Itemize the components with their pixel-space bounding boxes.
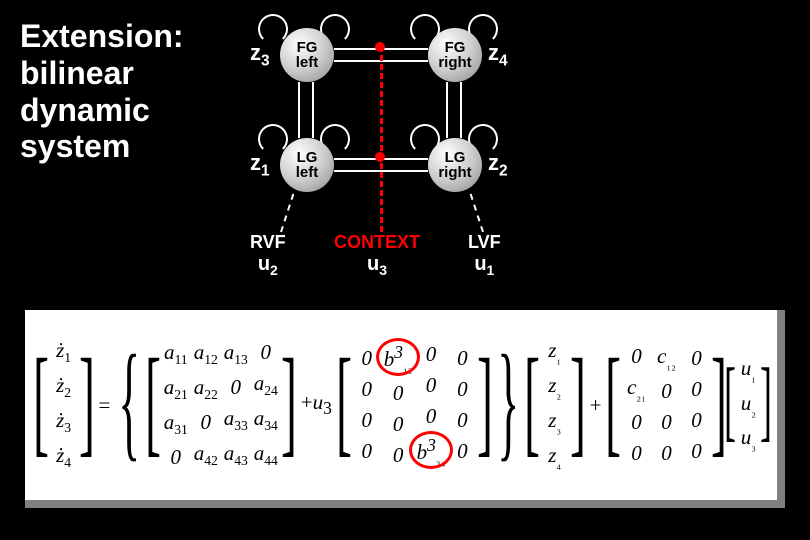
rvf-usub: 2 (270, 262, 278, 278)
node-lg-left: LGleft (280, 138, 334, 192)
z2-var: z (488, 150, 499, 175)
edge-right-v2 (460, 82, 462, 138)
node-fg-left: FGleft (280, 28, 334, 82)
title-l1: Extension: (20, 18, 184, 54)
context-u: u (367, 253, 379, 275)
title-l2: bilinear (20, 55, 134, 91)
equation-inner: [ż1ż2ż3ż4]={[a11a21a310a12a220a42a13… (25, 310, 777, 500)
edge-left-v2 (312, 82, 314, 138)
z3-sub: 3 (261, 52, 270, 69)
context-text: CONTEXT (334, 232, 420, 252)
node-lg-right-label: LGright (438, 150, 471, 180)
red-dot-bottom (375, 152, 385, 162)
context-label: CONTEXT u3 (334, 232, 420, 278)
z1-var: z (250, 150, 261, 175)
z4-var: z (488, 40, 499, 65)
z4-sub: 4 (499, 52, 508, 69)
node-lg-right: LGright (428, 138, 482, 192)
lvf-text: LVF (468, 232, 501, 252)
title-l4: system (20, 128, 130, 164)
z3-label: z3 (250, 40, 270, 70)
edge-right-v (446, 82, 448, 138)
lvf-usub: 1 (487, 262, 495, 278)
z4-label: z4 (488, 40, 508, 70)
rvf-text: RVF (250, 232, 286, 252)
rvf-label: RVF u2 (250, 232, 286, 278)
slide-title: Extension: bilinear dynamic system (20, 18, 184, 165)
network-diagram: FGleft FGright LGleft LGright z3 z4 z1 z… (220, 10, 590, 290)
z2-label: z2 (488, 150, 508, 180)
red-dot-top (375, 42, 385, 52)
context-usub: 3 (379, 262, 387, 278)
lvf-u: u (474, 253, 486, 275)
node-fg-right-label: FGright (438, 40, 471, 70)
z1-sub: 1 (261, 162, 270, 179)
edge-left-v (298, 82, 300, 138)
lvf-label: LVF u1 (468, 232, 501, 278)
lvf-line (470, 194, 484, 233)
title-l3: dynamic (20, 92, 150, 128)
z1-label: z1 (250, 150, 270, 180)
context-line (380, 46, 383, 232)
z3-var: z (250, 40, 261, 65)
node-fg-right: FGright (428, 28, 482, 82)
node-fg-left-label: FGleft (296, 40, 319, 70)
equation: [ż1ż2ż3ż4]={[a11a21a310a12a220a42a13… (35, 340, 768, 469)
rvf-line (280, 194, 294, 233)
equation-panel: [ż1ż2ż3ż4]={[a11a21a310a12a220a42a13… (25, 310, 785, 508)
z2-sub: 2 (499, 162, 508, 179)
rvf-u: u (258, 253, 270, 275)
node-lg-left-label: LGleft (296, 150, 319, 180)
